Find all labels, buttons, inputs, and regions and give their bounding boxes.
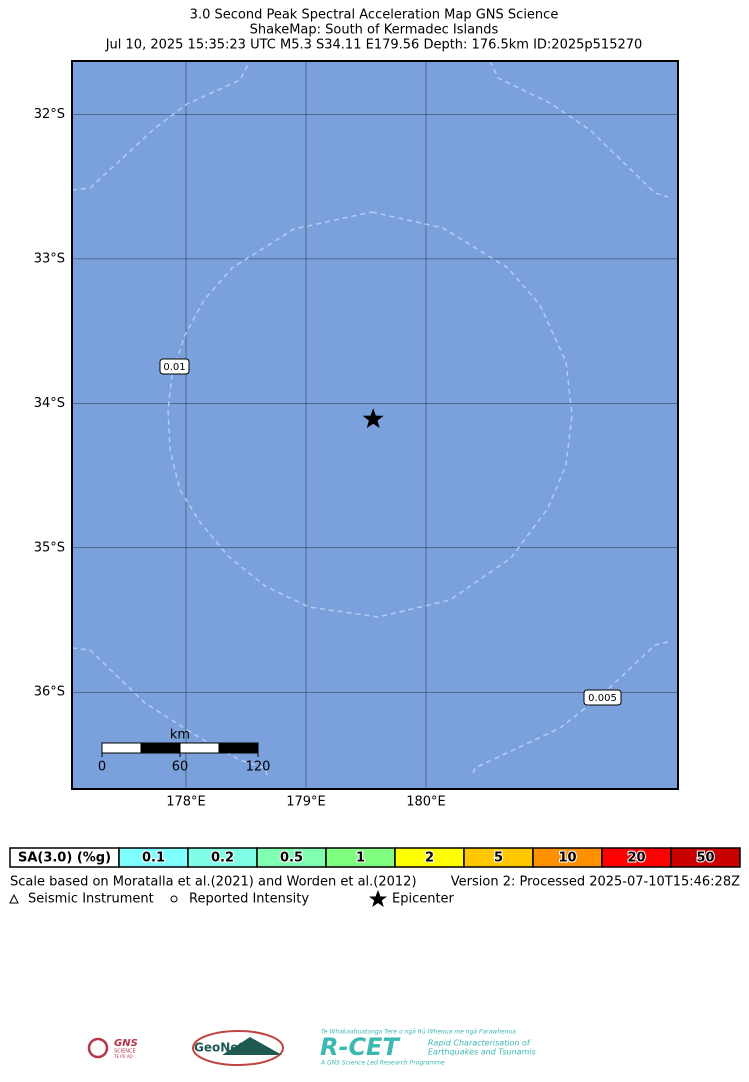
version-note: Version 2: Processed 2025-07-10T15:46:28… <box>451 875 740 890</box>
symbol-label: Reported Intensity <box>189 892 309 907</box>
rcet-footer: A GNS Science Led Research Programme <box>320 1060 445 1067</box>
rcet-line: Earthquakes and Tsunamis <box>428 1048 536 1057</box>
lon-label: 178°E <box>166 795 206 810</box>
lat-label: 36°S <box>34 685 65 700</box>
gns-sub: SCIENCE <box>114 1049 136 1055</box>
title-line: Jul 10, 2025 15:35:23 UTC M5.3 S34.11 E1… <box>105 38 643 53</box>
legend-label: 1 <box>356 851 365 866</box>
legend-label: 10 <box>558 851 576 866</box>
title-line: ShakeMap: South of Kermadec Islands <box>250 23 499 38</box>
gns-mark <box>87 1037 109 1059</box>
rcet-logo: Te Whakaahuatanga Tere o ngā Rū Whenua m… <box>320 1029 536 1067</box>
instrument-symbol <box>9 893 19 904</box>
map-area <box>72 61 678 789</box>
legend-title: SA(3.0) (%g) <box>18 851 111 866</box>
contour <box>472 641 669 774</box>
symbol-label: Epicenter <box>392 892 455 907</box>
contour <box>167 211 573 618</box>
legend-label: 20 <box>627 851 645 866</box>
lat-label: 35°S <box>34 540 65 555</box>
scale-label: 60 <box>172 760 189 775</box>
legend-label: 5 <box>494 851 503 866</box>
symbol-label: Seismic Instrument <box>28 892 154 907</box>
scale-label: 120 <box>246 760 271 775</box>
legend-label: 2 <box>425 851 434 866</box>
scale-segment <box>218 742 259 754</box>
contour <box>71 647 269 779</box>
contour-label: 0.005 <box>588 693 617 704</box>
map-frame <box>71 60 679 790</box>
contour <box>71 60 251 191</box>
rcet-maori: Te Whakaahuatanga Tere o ngā Rū Whenua m… <box>321 1029 516 1036</box>
scale-segment <box>101 742 142 754</box>
epicenter-symbol <box>369 890 387 907</box>
legend-label: 0.2 <box>211 851 234 866</box>
scale-segment <box>140 742 181 754</box>
rcet-text: R-CET <box>320 1033 400 1061</box>
lat-label: 32°S <box>34 107 65 122</box>
legend-label: 0.1 <box>142 851 165 866</box>
rcet-line: Rapid Characterisation of <box>428 1039 531 1048</box>
reference-note: Scale based on Moratalla et al.(2021) an… <box>10 875 417 890</box>
contour-label-box <box>159 358 190 375</box>
gns-text: GNS <box>114 1038 138 1049</box>
scale-segment <box>179 742 220 754</box>
epicenter <box>362 408 384 429</box>
lat-label: 34°S <box>34 396 65 411</box>
scale-unit: km <box>170 728 190 743</box>
geonet-mountain <box>222 1037 282 1055</box>
geonet-ring <box>192 1030 284 1066</box>
title-line: 3.0 Second Peak Spectral Acceleration Ma… <box>190 8 559 23</box>
legend-cell <box>670 847 741 868</box>
intensity-symbol <box>170 895 178 903</box>
gns-logo: GNS SCIENCE TE PŪ AO <box>87 1037 138 1059</box>
geonet-text: GeoNet <box>194 1041 244 1055</box>
lat-label: 33°S <box>34 251 65 266</box>
contour-label-box <box>583 689 622 706</box>
legend-label: 50 <box>696 851 714 866</box>
lon-label: 179°E <box>286 795 326 810</box>
gns-maori: TE PŪ AO <box>113 1054 133 1059</box>
lon-label: 180°E <box>406 795 446 810</box>
contour-label: 0.01 <box>163 362 185 373</box>
geonet-logo: GeoNet <box>192 1030 284 1066</box>
legend-label: 0.5 <box>280 851 303 866</box>
scale-label: 0 <box>98 760 106 775</box>
contour <box>489 60 669 198</box>
